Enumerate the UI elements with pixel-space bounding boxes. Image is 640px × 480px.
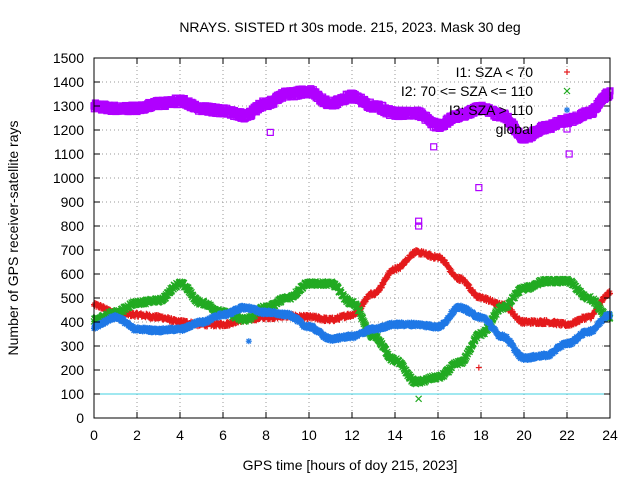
data-points <box>90 85 614 403</box>
